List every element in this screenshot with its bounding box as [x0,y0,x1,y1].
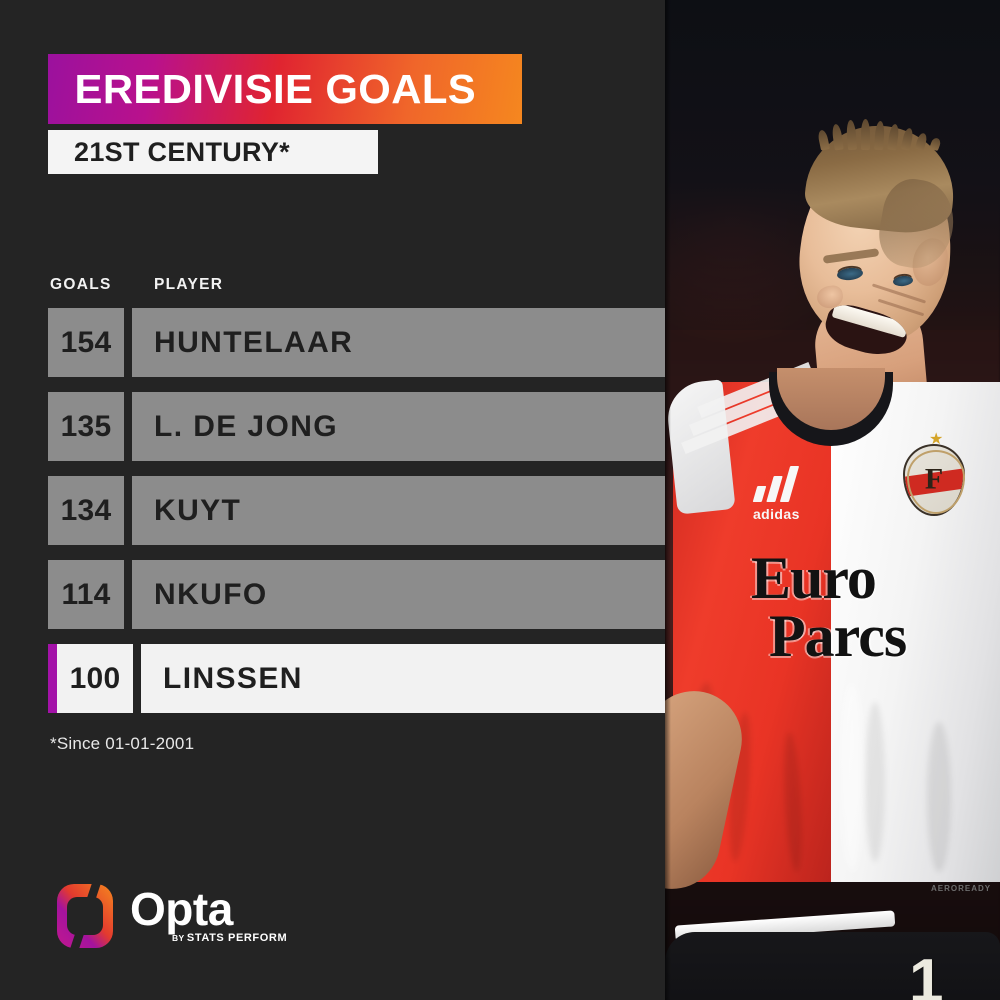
cell-player: HUNTELAAR [132,308,665,377]
cell-goals: 114 [48,560,124,629]
cell-gap [124,476,132,545]
ranking-table: 154 HUNTELAAR 135 L. DE JONG [48,308,665,713]
crest-star-icon: ★ [929,431,944,448]
row-accent-bar [48,644,57,713]
cell-gap [133,644,141,713]
jersey-sponsor-text: Euro Parcs [751,548,907,669]
table-row: 114 NKUFO [48,560,665,629]
feyenoord-crest-icon: F ★ [903,432,965,516]
page-subtitle: 21ST CENTURY* [74,136,290,167]
column-header-goals: GOALS [50,276,112,293]
opta-tagline-text: STATS PERFORM [186,931,288,944]
fabric-fold [865,702,885,862]
page-title: EREDIVISIE GOALS [74,65,477,112]
table-row: 135 L. DE JONG [48,392,665,461]
player-name: HUNTELAAR [154,325,354,359]
cell-gap [124,392,132,461]
cell-gap [124,308,132,377]
player-shorts [665,932,1000,1000]
opta-tagline-by: BY [172,932,187,943]
player-name: NKUFO [154,577,268,611]
player-name: LINSSEN [163,661,303,695]
cell-gap [124,560,132,629]
jersey-tech-label: AEROREADY [931,884,992,893]
player-jersey: adidas F ★ Euro Parcs [665,361,1000,882]
cell-goals: 100 [57,644,133,713]
opta-wordmark-text: Opta [130,883,233,936]
title-banner: EREDIVISIE GOALS [48,54,522,124]
opta-wordmark: Opta BY STATS PERFORM [130,886,287,946]
opta-logo: Opta BY STATS PERFORM [56,880,287,952]
crest-letter: F [924,462,944,496]
fabric-highlight [841,682,863,872]
adidas-stripe-3 [779,466,800,502]
player-hair-spikes [813,116,955,152]
cell-goals: 154 [48,308,124,377]
cell-player: KUYT [132,476,665,545]
cell-goals: 135 [48,392,124,461]
cell-player: L. DE JONG [132,392,665,461]
sponsor-line-2: Parcs [769,602,907,669]
goals-value: 135 [60,409,112,443]
subtitle-banner: 21ST CENTURY* [48,130,378,174]
goals-value: 114 [61,577,111,611]
goals-value: 134 [60,493,112,527]
cell-player: LINSSEN [141,644,665,713]
fabric-fold [927,722,951,872]
table-row-highlighted: 100 LINSSEN [48,644,665,713]
adidas-logo-icon: adidas [751,466,821,522]
stats-panel: EREDIVISIE GOALS 21ST CENTURY* GOALS PLA… [48,54,665,952]
sponsor-line-1: Euro [751,545,877,611]
crest-ring [907,450,965,514]
goals-value: 154 [60,325,112,359]
footnote: *Since 01-01-2001 [50,734,195,753]
player-figure: adidas F ★ Euro Parcs [665,0,1000,1000]
photo-left-edge-shade [665,0,671,1000]
player-photo: adidas F ★ Euro Parcs [665,0,1000,1000]
goals-value: 100 [69,661,121,695]
player-name: L. DE JONG [154,409,339,443]
column-header-player: PLAYER [154,276,224,293]
adidas-stripe-1 [752,486,767,502]
player-name: KUYT [154,493,242,527]
shorts-number: 1 [909,947,944,1000]
adidas-wordmark: adidas [753,506,800,522]
cell-player: NKUFO [132,560,665,629]
cell-goals: 134 [48,476,124,545]
opta-mark-icon [56,883,114,949]
table-column-headers: GOALS PLAYER [48,276,648,298]
opta-tagline: BY STATS PERFORM [172,932,287,944]
table-row: 154 HUNTELAAR [48,308,665,377]
table-row: 134 KUYT [48,476,665,545]
opta-ring-icon [57,883,113,949]
